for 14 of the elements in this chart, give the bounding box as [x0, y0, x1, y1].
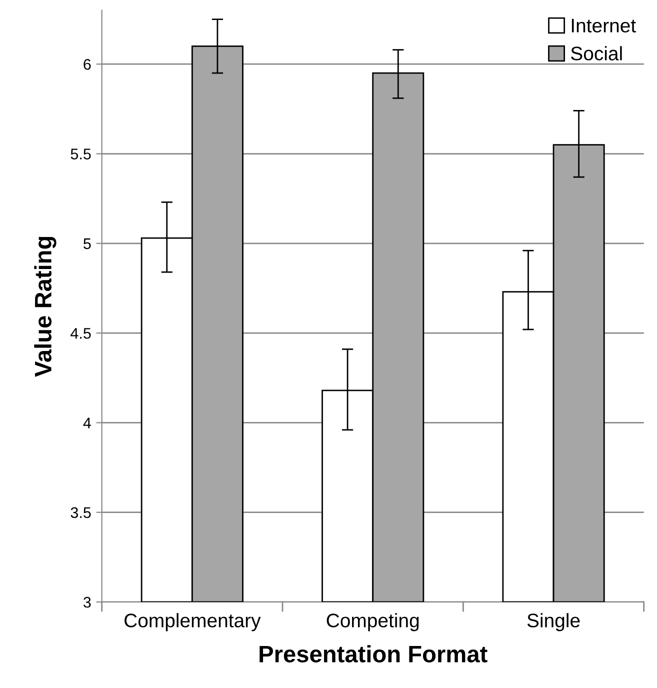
y-tick-label: 5.5: [70, 148, 91, 160]
y-axis-title: Value Rating: [34, 236, 56, 377]
x-tick-label: Single: [527, 613, 580, 632]
x-axis-title: Presentation Format: [260, 645, 488, 662]
y-tick-label: 4: [83, 418, 91, 428]
legend-label: Internet: [572, 18, 636, 32]
y-tick-label: 5: [84, 238, 91, 250]
y-tick-label: 3.5: [70, 507, 91, 518]
y-tick-label: 6: [84, 58, 91, 70]
x-tick-label: Complementary: [124, 613, 261, 632]
y-tick-label: 3: [84, 596, 91, 608]
y-tick-label: 4.5: [70, 328, 91, 339]
legend-label: Social: [571, 46, 622, 60]
x-tick-label: Competing: [326, 613, 419, 632]
